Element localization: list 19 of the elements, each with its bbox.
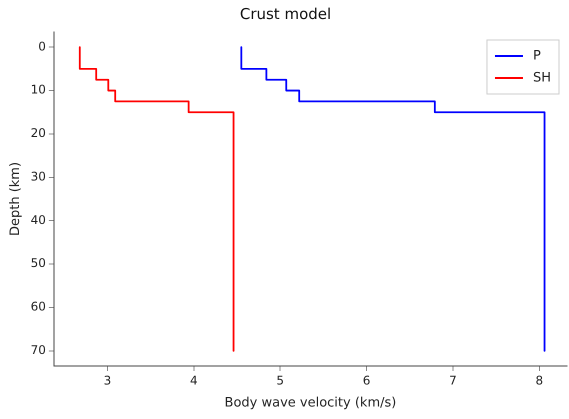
y-tick-label: 70 <box>30 342 46 357</box>
x-tick-label: 4 <box>190 373 198 388</box>
y-tick-label: 40 <box>30 212 46 227</box>
y-tick-label: 50 <box>30 256 46 270</box>
x-axis-title: Body wave velocity (km/s) <box>224 396 396 411</box>
legend-label: SH <box>532 70 552 86</box>
x-tick-label: 8 <box>536 373 544 388</box>
y-tick-label: 10 <box>30 82 46 97</box>
x-tick-label: 5 <box>276 373 284 388</box>
y-axis-title: Depth (km) <box>8 162 24 236</box>
y-tick-label: 30 <box>30 169 46 184</box>
y-tick-label: 0 <box>38 39 46 54</box>
x-tick-label: 7 <box>449 373 457 388</box>
y-tick-label: 20 <box>30 126 46 140</box>
x-tick-label: 6 <box>362 373 370 388</box>
legend-label: P <box>532 48 541 64</box>
chart-title: Crust model <box>240 4 332 23</box>
y-tick-label: 60 <box>30 300 46 314</box>
x-tick-label: 3 <box>104 373 112 388</box>
